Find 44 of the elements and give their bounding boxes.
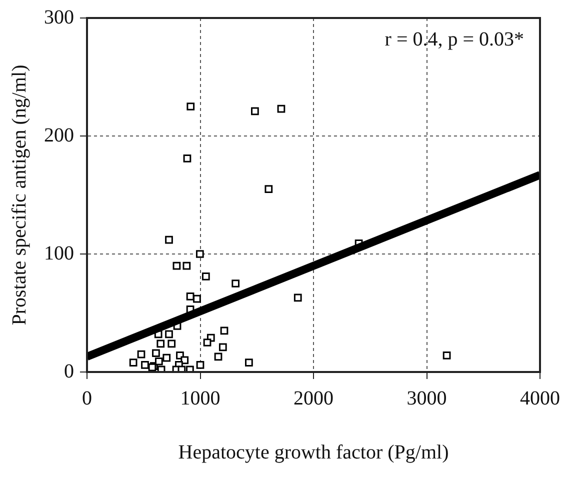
point bbox=[294, 294, 302, 302]
point bbox=[154, 357, 163, 366]
point bbox=[277, 104, 286, 113]
x-axis-title: Hepatocyte growth factor (Pg/ml) bbox=[178, 441, 449, 464]
y-tick-label: 100 bbox=[44, 242, 74, 264]
point bbox=[442, 352, 451, 360]
point bbox=[186, 102, 195, 110]
point bbox=[168, 340, 176, 348]
point bbox=[196, 250, 204, 258]
point bbox=[264, 185, 273, 194]
point bbox=[220, 326, 228, 335]
y-tick-label: 200 bbox=[44, 124, 74, 146]
point bbox=[129, 358, 138, 366]
point bbox=[178, 366, 186, 372]
x-tick-label: 2000 bbox=[294, 387, 334, 410]
x-tick-label: 0 bbox=[82, 387, 92, 410]
x-tick-label: 3000 bbox=[406, 387, 447, 410]
x-tick-label: 4000 bbox=[520, 387, 560, 410]
y-tick-label: 0 bbox=[64, 360, 74, 382]
point bbox=[232, 280, 240, 288]
point bbox=[141, 360, 149, 369]
x-tick-label: 1000 bbox=[180, 387, 220, 410]
point bbox=[214, 352, 222, 361]
point bbox=[203, 338, 212, 346]
point bbox=[186, 366, 194, 372]
point bbox=[202, 272, 210, 280]
point bbox=[196, 360, 204, 369]
point bbox=[162, 354, 171, 362]
point bbox=[165, 330, 173, 338]
point bbox=[183, 154, 192, 162]
point bbox=[218, 343, 227, 352]
point bbox=[165, 236, 173, 244]
point bbox=[182, 262, 191, 270]
annotation: r = 0.4, p = 0.03* bbox=[384, 28, 524, 50]
point bbox=[156, 340, 165, 348]
point bbox=[186, 292, 194, 300]
y-tick-label: 300 bbox=[44, 6, 74, 28]
point bbox=[245, 358, 253, 366]
point bbox=[193, 294, 201, 303]
point bbox=[172, 262, 181, 270]
point bbox=[137, 350, 146, 358]
point bbox=[251, 107, 259, 116]
point bbox=[152, 349, 160, 358]
y-axis-title: Prostate specific antigen (ng/ml) bbox=[8, 64, 30, 326]
